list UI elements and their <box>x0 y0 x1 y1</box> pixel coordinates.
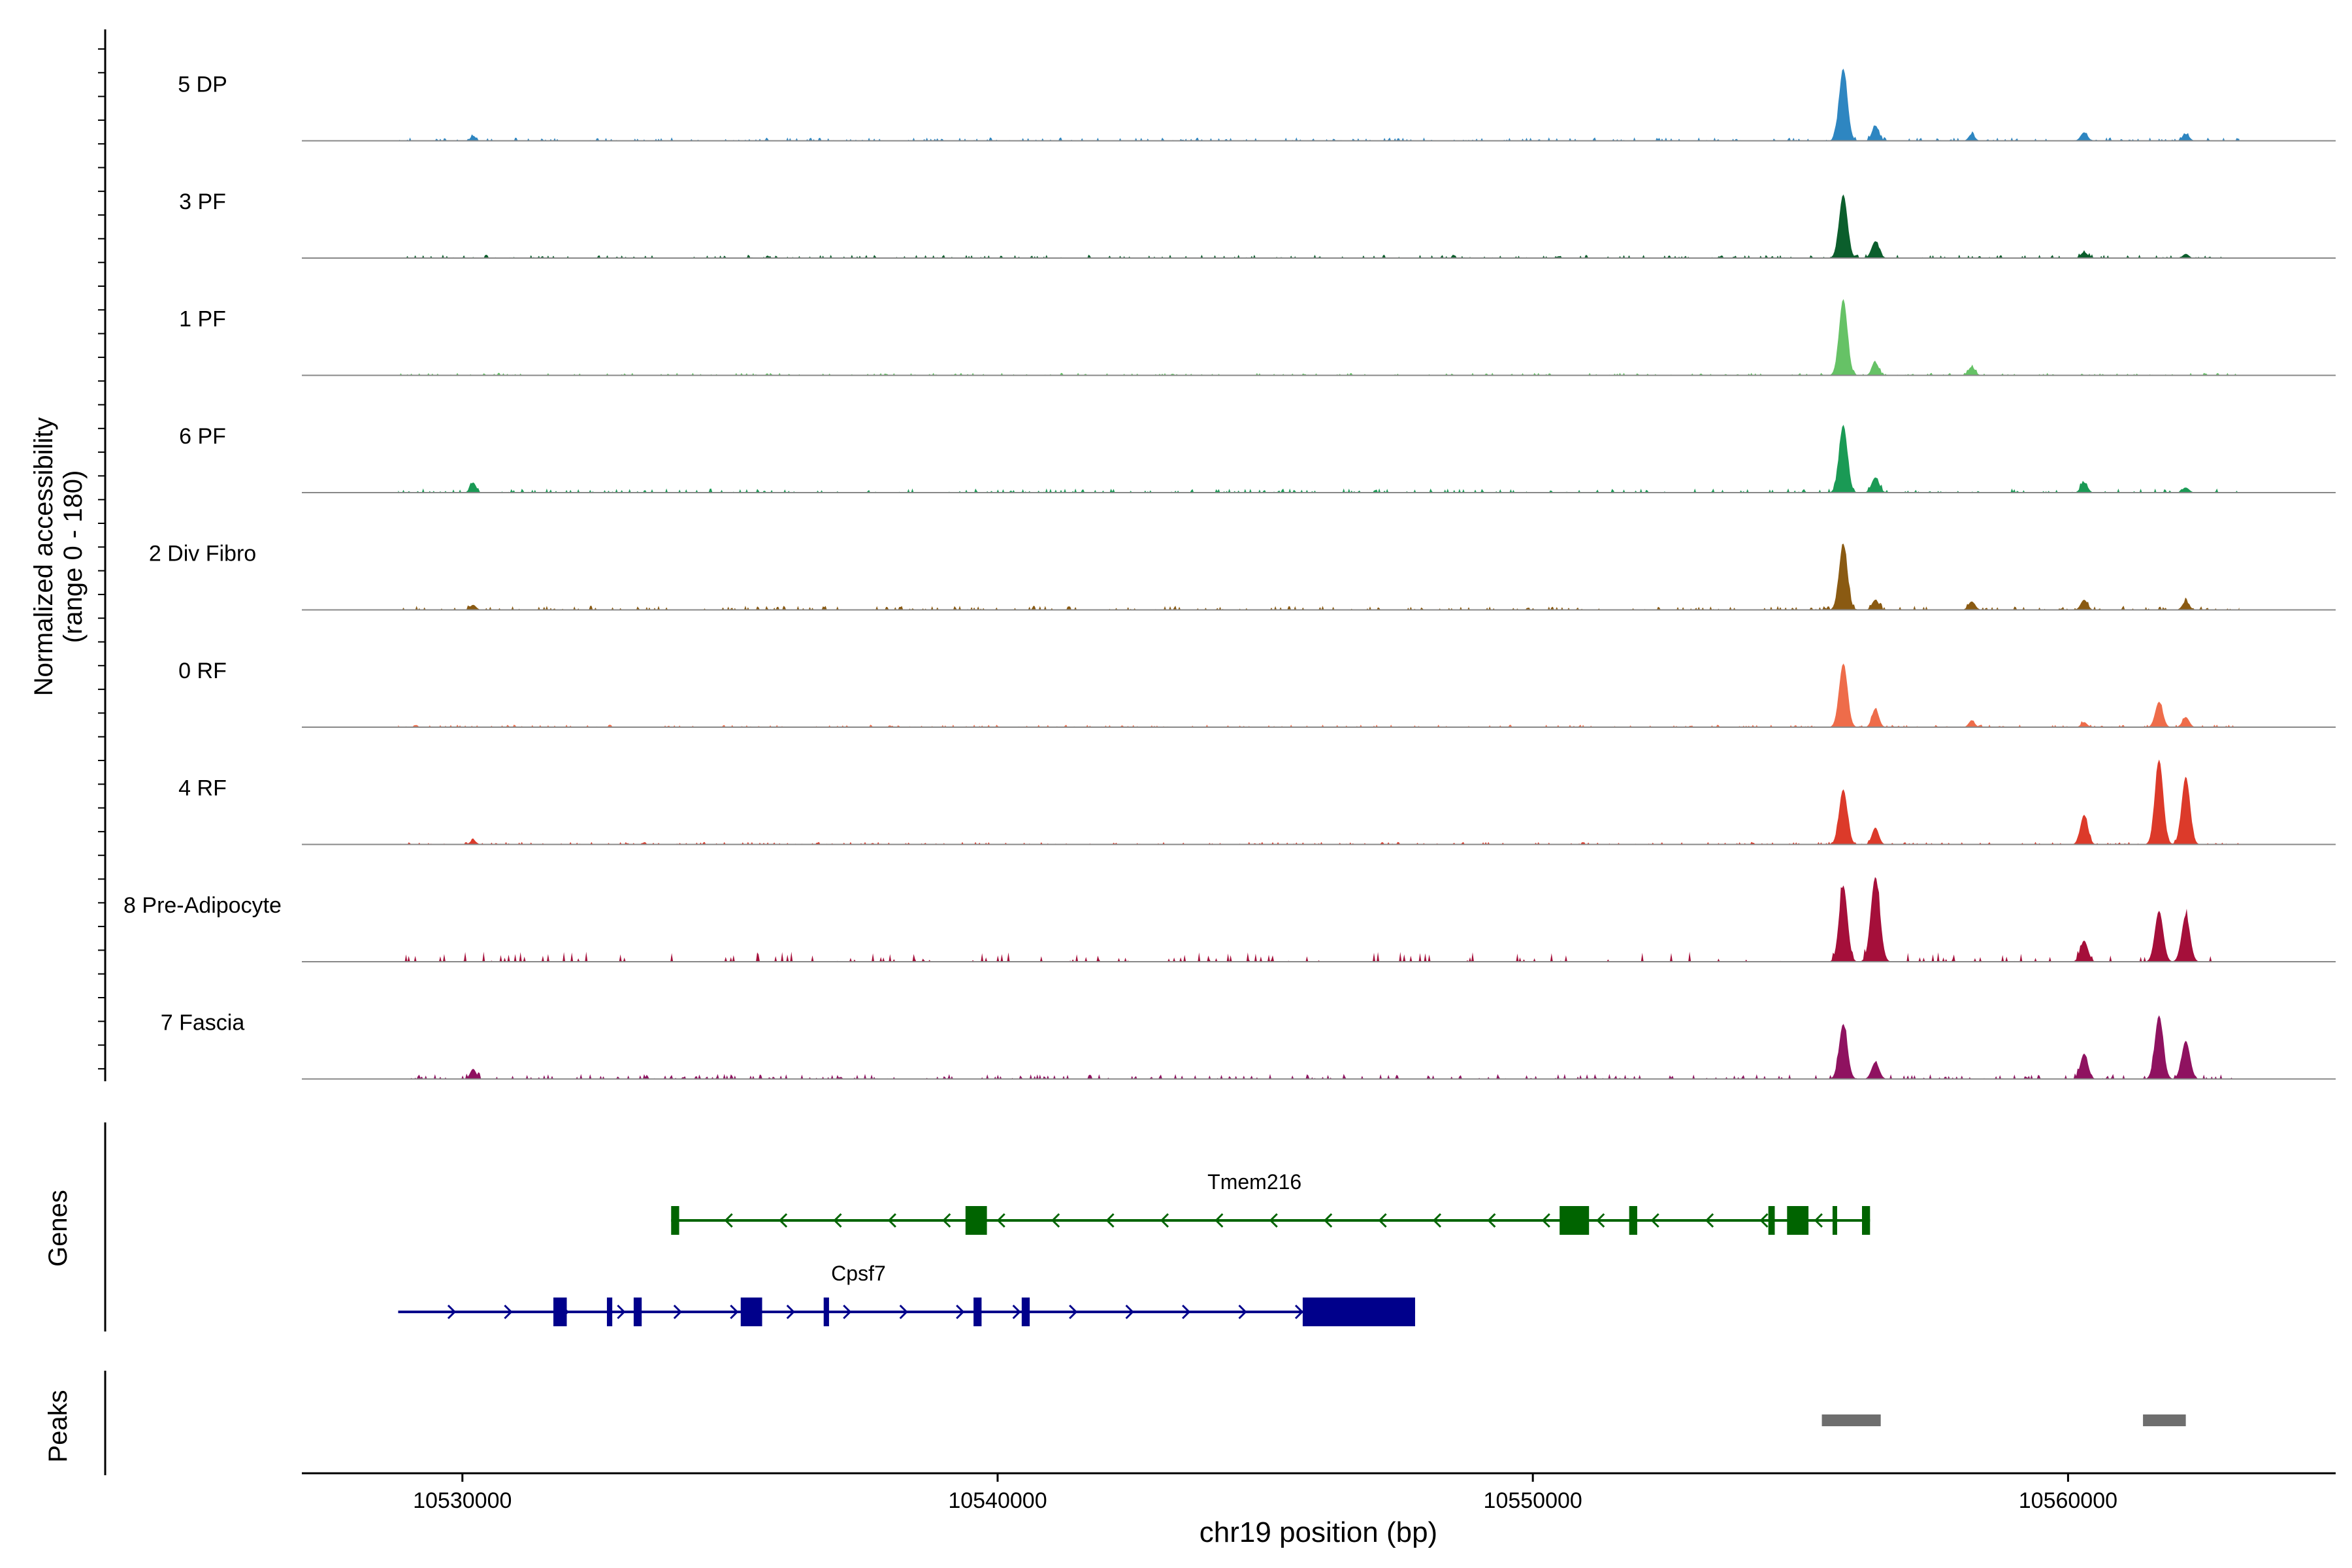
strand-arrow <box>942 1213 951 1228</box>
strand-arrow <box>1432 1213 1442 1228</box>
strand-arrow <box>833 1213 842 1228</box>
exon-cpsf7-6 <box>1021 1298 1030 1326</box>
strand-arrow <box>730 1304 739 1320</box>
exon-cpsf7-2 <box>633 1298 642 1326</box>
track-label-1: 3 PF <box>179 189 226 214</box>
strand-arrow <box>673 1304 682 1320</box>
strand-arrow <box>1650 1213 1659 1228</box>
exon-tmem216-6 <box>1832 1206 1837 1235</box>
strand-arrow <box>1105 1213 1115 1228</box>
strand-arrow <box>899 1304 908 1320</box>
x-tick-label-0: 10530000 <box>413 1488 512 1513</box>
coverage-area-1 <box>398 194 2240 258</box>
strand-arrow <box>1269 1213 1278 1228</box>
gene-label-tmem216: Tmem216 <box>1207 1170 1301 1194</box>
coverage-area-3 <box>398 425 2240 493</box>
exon-cpsf7-5 <box>973 1298 982 1326</box>
exon-cpsf7-0 <box>553 1298 567 1326</box>
coverage-area-4 <box>398 544 2240 610</box>
x-tick-label-1: 10540000 <box>948 1488 1047 1513</box>
peaks-panel-label: Peaks <box>44 1390 73 1462</box>
track-label-8: 7 Fascia <box>161 1011 245 1036</box>
strand-arrow <box>1160 1213 1169 1228</box>
gene-label-cpsf7: Cpsf7 <box>831 1262 886 1285</box>
track-label-5: 0 RF <box>178 659 227 683</box>
exon-tmem216-3 <box>1629 1206 1637 1235</box>
strand-arrow <box>956 1304 965 1320</box>
exon-cpsf7-3 <box>740 1298 762 1326</box>
exon-tmem216-0 <box>671 1206 679 1235</box>
strand-arrow <box>1378 1213 1387 1228</box>
y-axis-label: Normalized accessibility <box>29 417 58 696</box>
track-label-3: 6 PF <box>179 424 226 449</box>
exon-cpsf7-1 <box>606 1298 613 1326</box>
strand-arrow <box>1238 1304 1247 1320</box>
exon-cpsf7-7 <box>1302 1298 1415 1326</box>
strand-arrow <box>1051 1213 1060 1228</box>
strand-arrow <box>1125 1304 1134 1320</box>
y-axis <box>98 29 106 1081</box>
coverage-area-0 <box>398 69 2240 141</box>
strand-arrow <box>1294 1304 1304 1320</box>
track-label-6: 4 RF <box>178 776 227 801</box>
coverage-area-5 <box>398 663 2240 727</box>
strand-arrow <box>996 1213 1005 1228</box>
exon-tmem216-4 <box>1768 1206 1775 1235</box>
strand-arrow <box>887 1213 896 1228</box>
coverage-area-2 <box>398 299 2240 376</box>
exon-tmem216-5 <box>1787 1206 1809 1235</box>
strand-arrow <box>1069 1304 1078 1320</box>
track-label-0: 5 DP <box>178 73 227 97</box>
strand-arrow <box>1814 1213 1823 1228</box>
strand-arrow <box>778 1213 788 1228</box>
coverage-area-6 <box>398 759 2240 845</box>
strand-arrow <box>724 1213 733 1228</box>
peak-region-0 <box>1821 1414 1881 1426</box>
gene-track: Tmem216 Cpsf7 <box>398 1170 1870 1326</box>
strand-arrow <box>786 1304 795 1320</box>
peaks-track <box>1821 1414 2186 1426</box>
exon-tmem216-2 <box>1560 1206 1590 1235</box>
coverage-area-8 <box>398 1015 2240 1079</box>
track-label-4: 2 Div Fibro <box>149 542 256 566</box>
strand-arrow <box>1324 1213 1333 1228</box>
strand-arrow <box>1012 1304 1021 1320</box>
exon-cpsf7-4 <box>823 1298 829 1326</box>
y-axis-range-label: (range 0 - 180) <box>59 470 88 644</box>
x-axis-label: chr19 position (bp) <box>1200 1516 1437 1548</box>
coverage-area-7 <box>398 877 2240 962</box>
x-axis: 10530000 10540000 10550000 10560000 <box>302 1472 2336 1513</box>
strand-arrow <box>843 1304 852 1320</box>
exon-tmem216-7 <box>1861 1206 1870 1235</box>
strand-arrow <box>1759 1213 1769 1228</box>
x-tick-label-3: 10560000 <box>2019 1488 2117 1513</box>
strand-arrow <box>1541 1213 1550 1228</box>
strand-arrow <box>1705 1213 1714 1228</box>
track-label-2: 1 PF <box>179 307 226 332</box>
strand-arrow <box>447 1304 457 1320</box>
x-tick-label-2: 10550000 <box>1484 1488 1582 1513</box>
peak-region-1 <box>2143 1414 2186 1426</box>
genes-panel-label: Genes <box>44 1190 73 1267</box>
strand-arrow <box>1596 1213 1605 1228</box>
strand-arrow <box>1487 1213 1496 1228</box>
coverage-tracks: 5 DP 3 PF 1 PF 6 PF 2 Div Fibro 0 RF 4 RF 8 Pre… <box>123 69 2336 1080</box>
track-label-7: 8 Pre-Adipocyte <box>123 893 282 918</box>
exon-tmem216-1 <box>965 1206 987 1235</box>
strand-arrow <box>617 1304 626 1320</box>
strand-arrow <box>1215 1213 1224 1228</box>
strand-arrow <box>504 1304 513 1320</box>
strand-arrow <box>1182 1304 1191 1320</box>
